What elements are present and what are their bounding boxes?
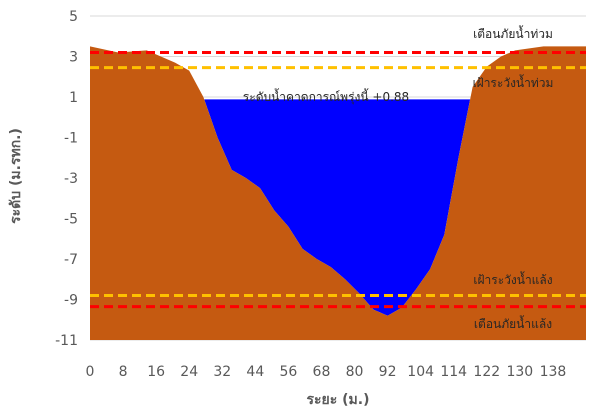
reference-line-layer: [90, 50, 586, 309]
y-tick-label: 5: [69, 9, 78, 25]
reference-line-label: เตือนภัยน้ำแล้ง: [474, 315, 552, 331]
water-level-label: ระดับน้ำคาดการณ์พรุ่งนี้ +0.88: [243, 88, 409, 105]
y-axis-title: ระดับ (ม.รทก.): [8, 128, 24, 224]
x-tick-label: 138: [540, 364, 567, 380]
area-layer: [90, 46, 586, 340]
x-tick-label: 80: [346, 364, 364, 380]
y-tick-label: 1: [69, 90, 78, 106]
water-area: [204, 99, 471, 316]
reference-line-label: เฝ้าระวังน้ำแล้ง: [473, 271, 552, 287]
annotation-layer: เตือนภัยน้ำท่วมเฝ้าระวังน้ำท่วมเฝ้าระวัง…: [243, 25, 554, 331]
x-tick-label: 0: [86, 364, 95, 380]
y-tick-label: -9: [64, 293, 78, 309]
y-tick-label: -3: [64, 171, 78, 187]
x-tick-label: 68: [313, 364, 331, 380]
tick-layer: 5 3 1 -1 -3 -5 -7 -9 -11 0 8 16 24 32 44 56 68 80 92 104 114…: [55, 9, 566, 380]
y-tick-label: -1: [64, 131, 78, 147]
y-tick-label: -5: [64, 212, 78, 228]
ground-area: [90, 46, 586, 340]
y-tick-label: 3: [69, 50, 78, 66]
x-tick-label: 44: [246, 364, 264, 380]
x-tick-label: 56: [279, 364, 297, 380]
reference-line-label: เฝ้าระวังน้ำท่วม: [473, 74, 554, 90]
y-tick-label: -7: [64, 252, 78, 268]
x-tick-label: 16: [147, 364, 165, 380]
x-tick-label: 104: [407, 364, 434, 380]
x-tick-label: 122: [473, 364, 500, 380]
y-tick-label: -11: [55, 333, 78, 349]
x-tick-label: 130: [506, 364, 533, 380]
reference-line-label: เตือนภัยน้ำท่วม: [473, 25, 553, 41]
x-tick-label: 92: [379, 364, 397, 380]
x-tick-label: 24: [180, 364, 198, 380]
x-axis-title: ระยะ (ม.): [307, 392, 370, 408]
x-tick-label: 32: [213, 364, 231, 380]
x-tick-label: 8: [119, 364, 128, 380]
x-tick-label: 114: [440, 364, 467, 380]
